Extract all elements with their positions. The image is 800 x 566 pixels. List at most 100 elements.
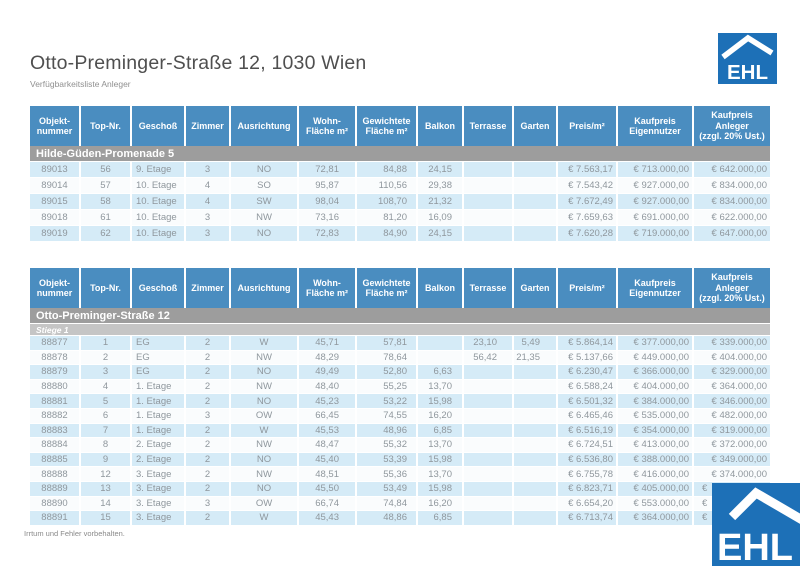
cell: € 927.000,00 [617,193,694,210]
cell: € 405.000,00 [617,481,694,497]
cell: EG [131,335,186,351]
cell: 89015 [30,193,81,210]
cell: € 5.864,14 [557,335,618,351]
cell: 2 [185,466,231,482]
cell: € 404.000,00 [693,350,770,366]
cell: 88883 [30,423,81,439]
column-header: Balkon [417,268,464,308]
cell: 78,64 [356,350,418,366]
cell: € 6.755,78 [557,466,618,482]
table-row: 88885 9 2. Etage 2 NO 45,40 53,39 15,98 € 6.536,… [30,452,770,468]
column-header: Gewichtete Fläche m² [356,106,418,146]
cell: NO [230,364,299,380]
cell: € 622.000,00 [693,209,770,226]
cell [513,209,558,226]
cell: 88885 [30,452,81,468]
cell: 23,10 [463,335,514,351]
column-header: Objekt- nummer [30,106,81,146]
cell: 55,32 [356,437,418,453]
section-header: Otto-Preminger-Straße 12 [30,308,770,324]
cell: 2 [185,393,231,409]
cell: € 413.000,00 [617,437,694,453]
column-header: Zimmer [185,106,231,146]
cell: 7 [80,423,132,439]
cell [463,408,514,424]
cell [463,437,514,453]
cell: € 6.588,24 [557,379,618,395]
cell: W [230,423,299,439]
cell: 88877 [30,335,81,351]
cell [513,177,558,194]
cell: 1. Etage [131,423,186,439]
cell: € 377.000,00 [617,335,694,351]
cell: € 7.543,42 [557,177,618,194]
cell: 56,42 [463,350,514,366]
cell: 45,71 [298,335,357,351]
cell: 4 [80,379,132,395]
table-row: 88881 5 1. Etage 2 NO 45,23 53,22 15,98 € 6.501,… [30,393,770,409]
column-header: Garten [513,106,558,146]
cell [417,335,464,351]
cell: 53,49 [356,481,418,497]
cell: 88890 [30,496,81,512]
ehl-house-roof-icon: EHL [717,487,800,566]
cell [513,161,558,178]
cell: € 719.000,00 [617,225,694,242]
cell: 21,35 [513,350,558,366]
column-header: Preis/m² [557,268,618,308]
cell [513,437,558,453]
cell: € 5.137,66 [557,350,618,366]
ehl-logo-icon: EHL [718,33,777,84]
cell [463,510,514,526]
table-row: 89018 61 10. Etage 3 NW 73,16 81,20 16,09 € 7.65… [30,209,770,226]
cell: 48,86 [356,510,418,526]
cell: 49,49 [298,364,357,380]
cell: 3 [80,364,132,380]
cell: € 6.823,71 [557,481,618,497]
cell: 13 [80,481,132,497]
cell: 1 [80,335,132,351]
table-row: 88879 3 EG 2 NO 49,49 52,80 6,63 € 6.230,47 € 366… [30,364,770,380]
cell: € 366.000,00 [617,364,694,380]
cell: 2 [185,379,231,395]
cell: W [230,510,299,526]
cell: 73,16 [298,209,357,226]
cell [513,379,558,395]
cell: € 7.620,28 [557,225,618,242]
column-header: Ausrichtung [230,268,299,308]
cell: 10. Etage [131,193,186,210]
cell: 84,88 [356,161,418,178]
cell: 24,15 [417,161,464,178]
table-row: 88888 12 3. Etage 2 NW 48,51 55,36 13,70 € 6.755… [30,466,770,482]
cell: 10. Etage [131,225,186,242]
cell: NW [230,437,299,453]
cell: 2. Etage [131,452,186,468]
cell [463,423,514,439]
cell: 15,98 [417,452,464,468]
column-header: Geschoß [131,268,186,308]
cell: 74,55 [356,408,418,424]
cell: 3 [185,225,231,242]
cell: 88884 [30,437,81,453]
page-subtitle: Verfügbarkeitsliste Anleger [30,79,131,89]
cell: € 349.000,00 [693,452,770,468]
cell: 88881 [30,393,81,409]
cell: 3. Etage [131,481,186,497]
cell: NO [230,452,299,468]
cell: W [230,335,299,351]
page-title: Otto-Preminger-Straße 12, 1030 Wien [30,52,367,74]
cell [463,452,514,468]
cell: 45,50 [298,481,357,497]
table-header: Objekt- nummer Top-Nr. Geschoß Zimmer Ausric… [30,268,770,308]
column-header: Geschoß [131,106,186,146]
cell: 2 [185,335,231,351]
ehl-logo-large-icon: EHL [712,483,800,566]
cell [513,364,558,380]
cell: 2 [185,437,231,453]
cell: 2. Etage [131,437,186,453]
cell: OW [230,408,299,424]
cell: € 339.000,00 [693,335,770,351]
cell [463,481,514,497]
cell: 6 [80,408,132,424]
cell: 89014 [30,177,81,194]
